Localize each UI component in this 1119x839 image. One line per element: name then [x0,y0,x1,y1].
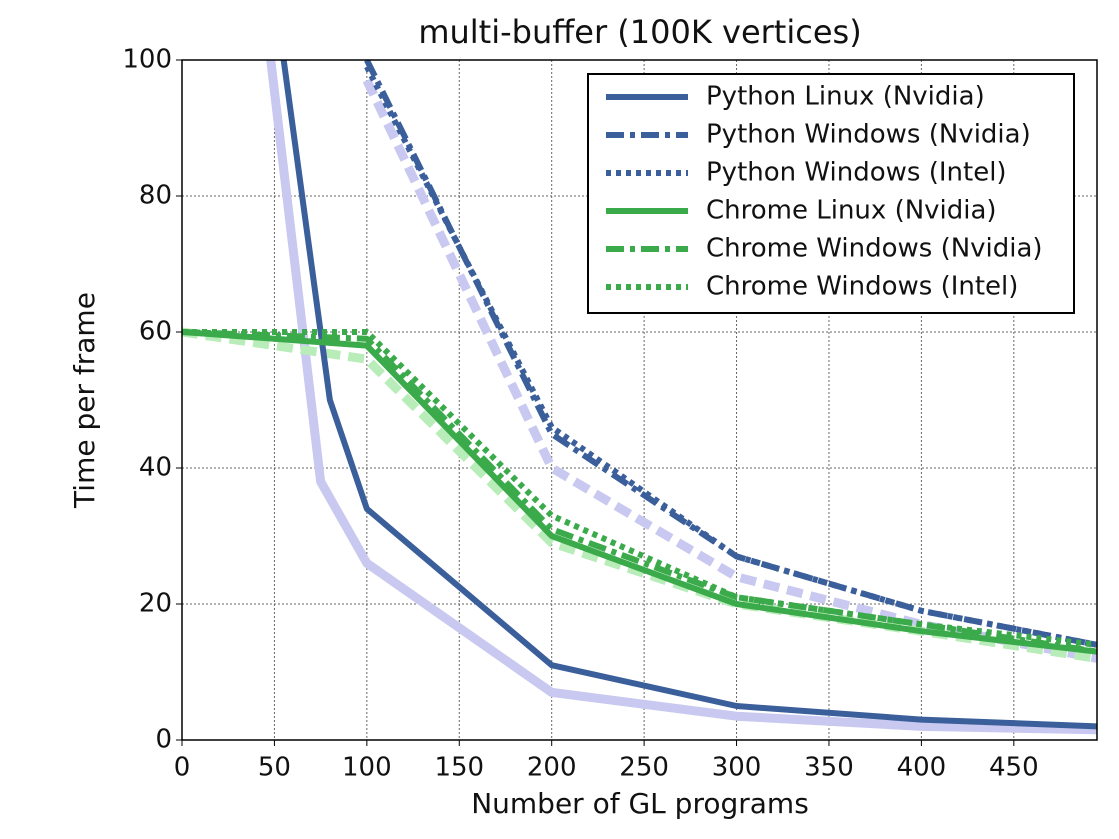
plot-frame [181,59,1098,741]
plot-area [182,60,1097,735]
legend-label: Python Linux (Nvidia) [706,82,985,112]
legend-label: Python Windows (Nvidia) [706,120,1031,150]
x-tick-label: 400 [897,753,947,783]
x-tick-label: 0 [174,753,191,783]
chart-title: multi-buffer (100K vertices) [418,13,861,51]
series-line [182,329,1097,655]
series-line [182,329,1097,648]
y-tick-label: 60 [139,317,172,347]
x-axis-label: Number of GL programs [471,787,809,820]
x-tick-label: 250 [619,753,669,783]
legend-box [587,73,1075,314]
faint-line [182,327,1097,663]
y-tick-label: 100 [122,45,172,75]
legend-label: Chrome Windows (Intel) [706,272,1018,302]
legend-label: Python Windows (Intel) [706,158,1007,188]
x-tick-label: 300 [712,753,762,783]
faint-line [266,60,1097,735]
series-line [182,329,1097,655]
x-tick-label: 450 [989,753,1039,783]
x-tick-label: 200 [527,753,577,783]
y-tick-label: 40 [139,453,172,483]
x-tick-label: 50 [258,753,291,783]
legend-label: Chrome Windows (Nvidia) [706,234,1043,264]
legend-label: Chrome Linux (Nvidia) [706,196,997,226]
y-tick-label: 0 [155,725,172,755]
y-tick-label: 80 [139,181,172,211]
series-line [280,60,1097,730]
x-tick-label: 150 [434,753,484,783]
x-tick-label: 350 [804,753,854,783]
x-tick-label: 100 [342,753,392,783]
y-axis-label: Time per frame [68,292,101,509]
series-line [364,65,1097,648]
y-tick-label: 20 [139,589,172,619]
